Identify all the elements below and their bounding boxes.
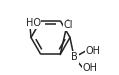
Text: HO: HO <box>26 18 41 28</box>
Text: B: B <box>71 52 77 62</box>
Text: OH: OH <box>83 63 98 73</box>
Text: OH: OH <box>86 46 101 56</box>
Text: Cl: Cl <box>63 20 73 30</box>
